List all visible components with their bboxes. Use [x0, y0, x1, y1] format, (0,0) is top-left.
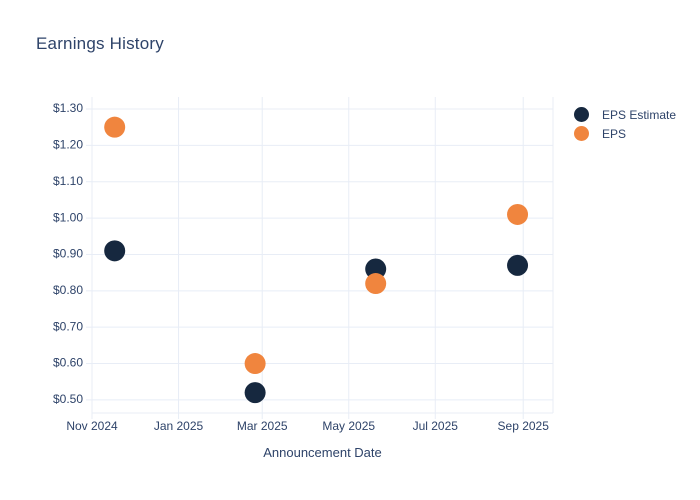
legend-label-eps-estimate: EPS Estimate [602, 107, 677, 122]
x-axis-title: Announcement Date [263, 445, 382, 460]
point-eps-estimate-0[interactable] [104, 240, 126, 262]
y-tick-label: $0.50 [53, 392, 83, 406]
eps-marker-icon [574, 126, 589, 141]
y-tick-label: $0.90 [53, 247, 83, 261]
legend: EPS Estimate EPS [574, 107, 676, 145]
x-tick-label: Jul 2025 [413, 419, 459, 433]
point-eps-estimate-3[interactable] [507, 254, 529, 276]
y-tick-label: $1.20 [53, 138, 83, 152]
y-tick-label: $1.10 [53, 174, 83, 188]
point-eps-0[interactable] [104, 116, 126, 138]
x-tick-label: Jan 2025 [154, 419, 204, 433]
legend-item-eps-estimate[interactable]: EPS Estimate [574, 107, 676, 122]
y-tick-label: $0.70 [53, 319, 83, 333]
y-tick-label: $1.00 [53, 210, 83, 224]
legend-item-eps[interactable]: EPS [574, 126, 676, 141]
y-tick-label: $0.80 [53, 283, 83, 297]
legend-label-eps: EPS [602, 126, 627, 141]
x-tick-label: Sep 2025 [498, 419, 550, 433]
eps-estimate-marker-icon [574, 107, 589, 122]
x-tick-label: Mar 2025 [237, 419, 288, 433]
y-tick-label: $0.60 [53, 356, 83, 370]
point-eps-estimate-2[interactable] [365, 258, 387, 280]
x-tick-label: Nov 2024 [66, 419, 118, 433]
chart-title: Earnings History [36, 34, 164, 53]
x-tick-label: May 2025 [322, 419, 375, 433]
point-eps-estimate-1[interactable] [244, 382, 266, 404]
point-eps-3[interactable] [507, 203, 529, 225]
y-tick-label: $1.30 [53, 101, 83, 115]
point-eps-1[interactable] [244, 353, 266, 375]
point-eps-2[interactable] [365, 273, 387, 295]
